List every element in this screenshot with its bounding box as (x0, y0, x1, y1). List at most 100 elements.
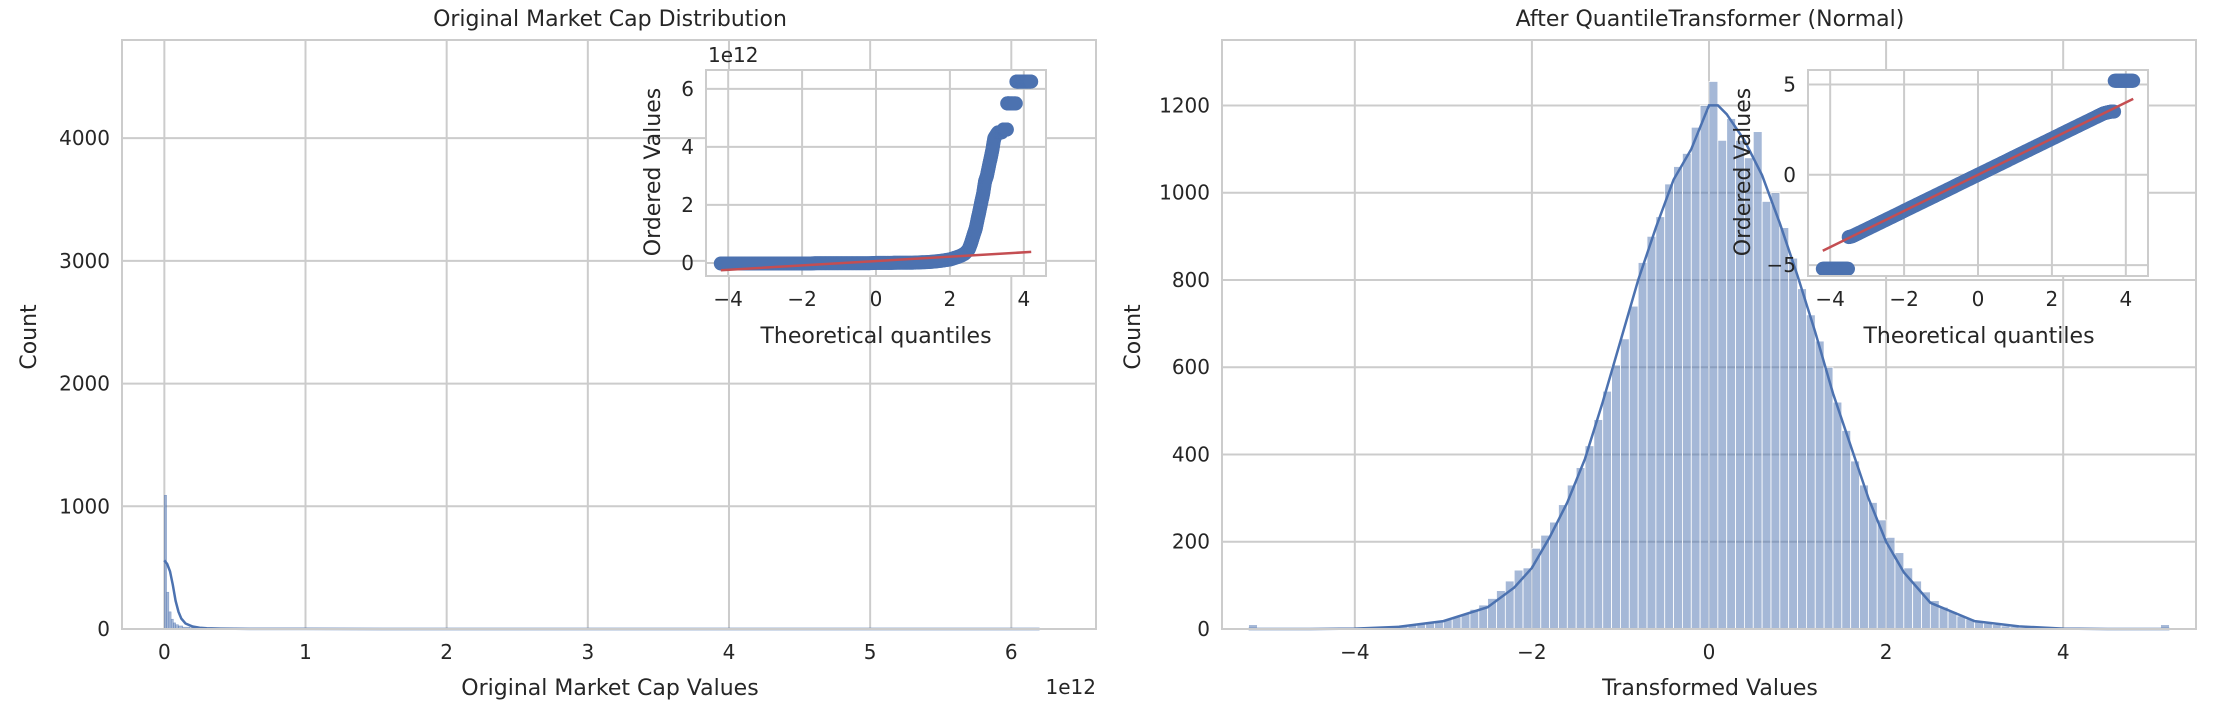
y-tick-label: 600 (1172, 355, 1210, 379)
histogram-bar (1717, 139, 1728, 630)
right-inset-frame (1807, 69, 2149, 277)
x-tick-label: 2 (440, 640, 453, 664)
y-tick-label: 2000 (59, 372, 110, 396)
left-kde-line (163, 559, 1040, 631)
left-x-tick-labels: 0 1 2 3 4 5 6 (158, 640, 1018, 664)
right-panel: After QuantileTransformer (Normal) −4 −2 0… (1121, 7, 2197, 701)
histogram-bar (1699, 105, 1710, 630)
histogram-bar (1788, 257, 1798, 630)
right-qq-inset: −4 −2 0 2 4 −5 0 5 Theoretical quantiles Order… (1731, 69, 2149, 349)
left-inset-y-offset-label: 1e12 (708, 43, 758, 67)
left-inset-y-axis-label: Ordered Values (641, 88, 666, 256)
qq-point (1008, 96, 1023, 111)
histogram-bar (1779, 227, 1790, 630)
x-tick-label: 4 (723, 640, 736, 664)
histogram-bar (1646, 235, 1657, 630)
histogram-bar (1628, 305, 1639, 630)
histogram-bar (166, 591, 170, 630)
x-tick-label: 6 (1005, 640, 1018, 664)
histogram-bar (1806, 314, 1816, 630)
histogram-bar (1797, 288, 1807, 630)
histogram-bar (170, 618, 174, 630)
histogram-bar (1664, 183, 1674, 630)
y-tick-label: 800 (1172, 268, 1210, 292)
left-inset-frame (705, 69, 1047, 277)
inset-y-tick-label: 2 (681, 193, 694, 217)
qq-point (2126, 73, 2141, 88)
left-inset-x-ticks: −4 −2 0 2 4 (713, 287, 1030, 311)
y-tick-label: 1000 (59, 494, 110, 518)
x-tick-label: 3 (581, 640, 594, 664)
x-tick-label: 0 (158, 640, 171, 664)
qq-point (999, 122, 1014, 137)
histogram-bar (1708, 81, 1719, 630)
left-inset-y-ticks: 0 2 4 6 (681, 77, 694, 275)
right-qq-points (1815, 73, 2141, 276)
histogram-bar (1584, 445, 1595, 630)
histogram-bar (1602, 390, 1613, 630)
histogram-bar (1566, 484, 1577, 630)
right-inset-x-ticks: −4 −2 0 2 4 (1815, 287, 2132, 311)
left-x-axis-label: Original Market Cap Values (461, 676, 758, 701)
right-histogram-bars (1248, 81, 2170, 630)
histogram-bar (1814, 340, 1825, 630)
histogram-bar (1859, 484, 1869, 630)
histogram-bar (1832, 401, 1843, 630)
histogram-bar (1549, 521, 1559, 630)
right-x-tick-labels: −4 −2 0 2 4 (1340, 640, 2069, 664)
right-inset-x-axis-label: Theoretical quantiles (1862, 324, 2094, 349)
histogram-bar (1823, 366, 1834, 630)
qq-point (2107, 104, 2122, 119)
y-tick-label: 3000 (59, 249, 110, 273)
x-tick-label: 5 (864, 640, 877, 664)
histogram-bar (1867, 502, 1878, 630)
histogram-bar (1620, 338, 1630, 630)
inset-x-tick-label: 0 (870, 287, 883, 311)
left-qq-inset: −4 −2 0 2 4 0 2 4 6 Theoretical quantiles Order… (641, 43, 1047, 349)
histogram-bar (168, 611, 172, 630)
y-tick-label: 0 (1197, 617, 1210, 641)
right-y-axis-label: Count (1121, 304, 1146, 370)
right-axes-frame (1221, 39, 2197, 630)
right-inset-y-ticks: −5 0 5 (1767, 72, 1796, 277)
inset-x-tick-label: −4 (713, 287, 742, 311)
inset-x-tick-label: 0 (1972, 287, 1985, 311)
histogram-bar (1673, 166, 1683, 630)
y-tick-label: 0 (97, 617, 110, 641)
right-x-axis-label: Transformed Values (1601, 676, 1818, 701)
histogram-bar (1655, 216, 1666, 630)
inset-x-tick-label: −4 (1815, 287, 1844, 311)
y-tick-label: 200 (1172, 530, 1210, 554)
right-y-tick-labels: 0 200 400 600 800 1000 1200 (1159, 93, 1210, 641)
x-tick-label: 4 (2057, 640, 2070, 664)
right-qq-reference-line (1822, 97, 2134, 252)
qq-point (1841, 261, 1855, 276)
left-y-axis-label: Count (17, 304, 42, 370)
x-tick-label: −2 (1517, 640, 1546, 664)
right-chart-title: After QuantileTransformer (Normal) (1516, 7, 1905, 32)
inset-x-tick-label: −2 (787, 287, 816, 311)
inset-y-tick-label: 4 (681, 135, 694, 159)
inset-x-tick-label: 4 (1017, 287, 1030, 311)
left-panel: Original Market Cap Distribution 0 1 2 3 4 5 6… (17, 7, 1097, 701)
inset-x-tick-label: −2 (1889, 287, 1918, 311)
histogram-bar (1682, 153, 1692, 630)
x-tick-label: 1 (299, 640, 312, 664)
x-tick-label: 0 (1703, 640, 1716, 664)
inset-y-tick-label: −5 (1767, 253, 1796, 277)
histogram-bar (1841, 430, 1852, 630)
histogram-bar (1575, 467, 1586, 630)
inset-y-tick-label: 0 (681, 251, 694, 275)
qq-point (1024, 74, 1039, 89)
inset-y-tick-label: 0 (1783, 163, 1796, 187)
y-tick-label: 400 (1172, 442, 1210, 466)
histogram-bar (1690, 126, 1701, 630)
left-x-offset-label: 1e12 (1046, 675, 1096, 699)
x-tick-label: −4 (1340, 640, 1369, 664)
histogram-bar (1558, 504, 1568, 630)
left-y-tick-labels: 0 1000 2000 3000 4000 (59, 126, 110, 641)
y-tick-label: 1000 (1159, 181, 1210, 205)
x-tick-label: 2 (1880, 640, 1893, 664)
left-chart-title: Original Market Cap Distribution (433, 7, 787, 32)
